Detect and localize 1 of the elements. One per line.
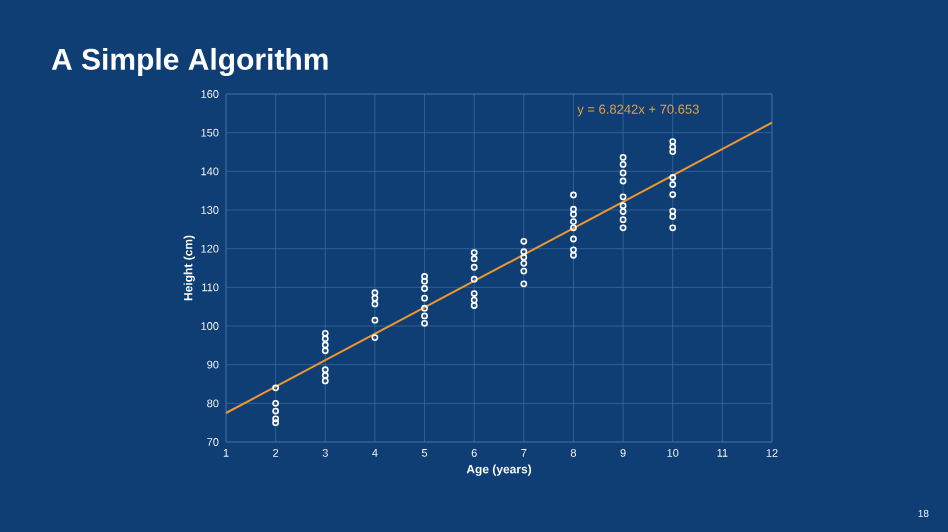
chart-title: A Simple Algorithm: [51, 47, 328, 77]
